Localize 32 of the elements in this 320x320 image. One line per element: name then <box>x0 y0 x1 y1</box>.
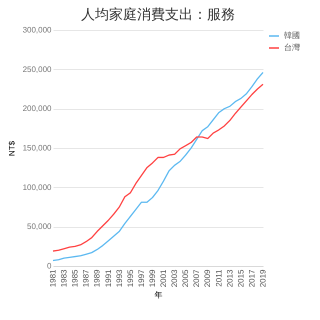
x-tick-label: 1999 <box>148 268 157 288</box>
x-tick-label: 1981 <box>48 268 58 288</box>
y-axis-title: NT$ <box>8 140 17 156</box>
x-tick-label: 1989 <box>92 268 102 288</box>
x-tick-label: 2007 <box>192 268 202 288</box>
x-tick-label: 2005 <box>181 268 190 288</box>
y-tick-label: 50,000 <box>27 222 52 232</box>
x-tick-label: 1995 <box>126 268 135 288</box>
legend-label: 台灣 <box>284 43 300 52</box>
y-tick-label: 100,000 <box>22 182 52 192</box>
x-tick-label: 2001 <box>159 268 168 288</box>
x-tick-label: 2017 <box>247 268 256 288</box>
x-tick-label: 1993 <box>114 268 124 288</box>
x-tick-label: 1983 <box>60 268 69 288</box>
y-tick-label: 300,000 <box>22 26 52 34</box>
x-tick-label: 1985 <box>70 268 80 288</box>
chart-title: 人均家庭消費支出：服務 <box>81 6 235 22</box>
x-tick-label: 1997 <box>136 268 146 288</box>
y-tick-label: 150,000 <box>22 144 52 152</box>
x-tick-label: 2011 <box>214 268 224 287</box>
y-tick-label: 200,000 <box>22 104 52 114</box>
x-tick-label: 2013 <box>225 268 234 288</box>
y-tick-label: 0 <box>47 262 52 270</box>
x-tick-label: 2003 <box>170 268 180 288</box>
legend-label: 韓國 <box>284 31 300 40</box>
x-tick-label: 2015 <box>236 268 246 288</box>
y-tick-label: 250,000 <box>22 64 52 74</box>
x-tick-label: 1991 <box>104 268 113 288</box>
x-tick-label: 2019 <box>258 268 268 288</box>
x-tick-label: 1987 <box>82 268 91 288</box>
x-axis-title: 年 <box>154 290 162 300</box>
x-tick-label: 2009 <box>203 268 212 288</box>
